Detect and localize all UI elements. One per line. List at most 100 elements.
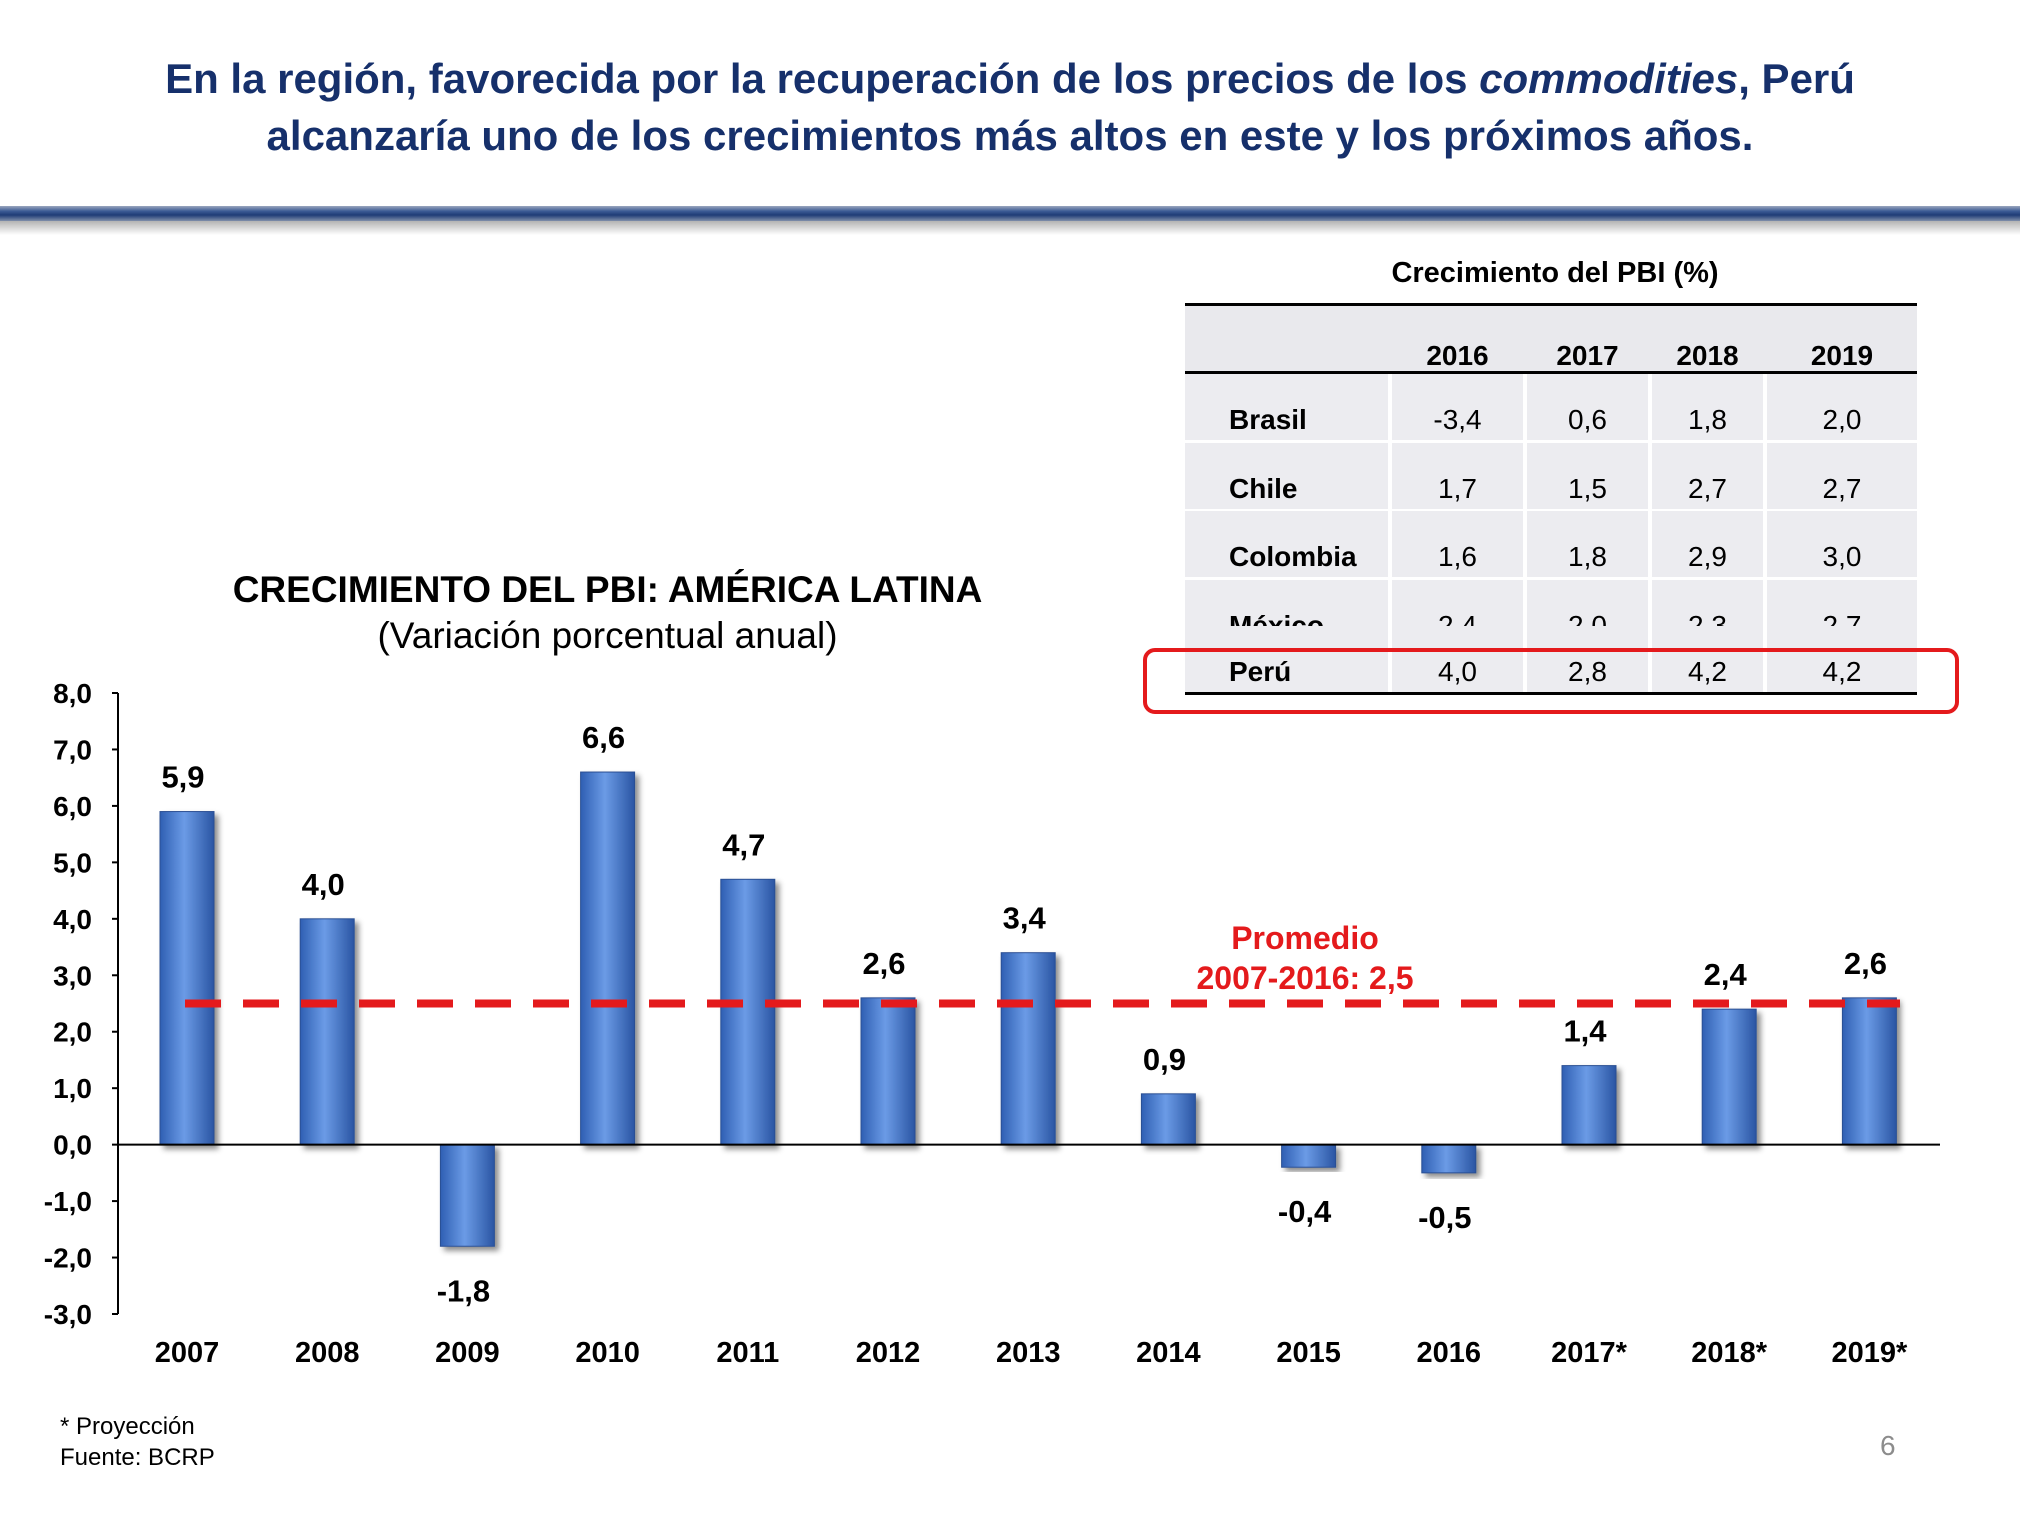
table-value-cell: -3,4 xyxy=(1392,374,1523,440)
bar-value-label: 2,4 xyxy=(1704,957,1748,992)
bar-2015 xyxy=(1281,1144,1337,1168)
x-tick-label: 2007 xyxy=(155,1337,220,1369)
table-country-cell: Perú xyxy=(1185,626,1388,692)
bar-2017* xyxy=(1561,1065,1617,1146)
table-row-2: Colombia 1,6 1,8 2,9 3,0 xyxy=(1185,511,1917,577)
table-title: Crecimiento del PBI (%) xyxy=(1391,257,1719,289)
growth-value: 2,8 xyxy=(1568,656,1607,687)
bar-2019* xyxy=(1841,997,1897,1146)
footnote-source: Fuente: BCRP xyxy=(60,1444,215,1471)
x-tick-label: 2011 xyxy=(716,1337,779,1369)
table-bottom-rule xyxy=(1185,692,1917,695)
footnote-projection: * Proyección xyxy=(60,1413,195,1440)
bar-2009 xyxy=(439,1144,495,1247)
bar-2013 xyxy=(1000,952,1056,1146)
growth-value: 4,2 xyxy=(1688,656,1727,687)
bar-2012 xyxy=(860,997,916,1146)
x-tick-label: 2016 xyxy=(1417,1337,1482,1369)
table-row-4: Perú 4,0 2,8 4,2 4,2 xyxy=(1185,626,1917,692)
growth-value: 2,9 xyxy=(1688,541,1727,572)
bar-value-label: -0,5 xyxy=(1418,1200,1471,1235)
chart-title-block: CRECIMIENTO DEL PBI: AMÉRICA LATINA (Var… xyxy=(120,567,1095,659)
y-tick-label: 7,0 xyxy=(53,734,92,765)
table-header-background xyxy=(1185,306,1917,371)
table-country-cell: Colombia xyxy=(1185,511,1388,577)
bar-2018* xyxy=(1701,1008,1757,1146)
bar-value-label: 2,6 xyxy=(862,946,905,981)
table-col-header-2016: 2016 xyxy=(1426,340,1489,371)
x-tick-label: 2018* xyxy=(1691,1337,1768,1369)
growth-value: 1,8 xyxy=(1688,404,1727,435)
table-col-header-2017: 2017 xyxy=(1556,340,1619,371)
peru-row-highlight xyxy=(1143,648,1959,714)
y-tick-label: 2,0 xyxy=(53,1017,92,1048)
table-row-1: Chile 1,7 1,5 2,7 2,7 xyxy=(1185,443,1917,509)
table-value-cell: 1,8 xyxy=(1652,374,1763,440)
growth-value: 0,6 xyxy=(1568,404,1607,435)
header-divider xyxy=(0,206,2020,221)
bar-value-label: -0,4 xyxy=(1278,1194,1332,1229)
bar-value-label: 3,4 xyxy=(1003,901,1047,936)
y-tick-label: 4,0 xyxy=(53,904,92,935)
table-value-cell: 0,6 xyxy=(1527,374,1648,440)
growth-value: 2,7 xyxy=(1822,473,1862,504)
table-top-rule xyxy=(1185,303,1917,306)
table-value-cell: 4,2 xyxy=(1652,626,1763,692)
country-name: Brasil xyxy=(1229,404,1307,435)
table-header-rule xyxy=(1185,371,1917,374)
bar-2016 xyxy=(1421,1144,1477,1174)
x-tick-label: 2008 xyxy=(295,1337,360,1369)
page-number: 6 xyxy=(1880,1430,1896,1461)
country-name: Chile xyxy=(1229,473,1298,504)
x-tick-label: 2013 xyxy=(996,1337,1061,1369)
headline-text-end: , Perú xyxy=(1738,55,1855,102)
x-tick-label: 2012 xyxy=(856,1337,921,1369)
x-tick-label: 2009 xyxy=(435,1337,500,1369)
bar-value-label: 4,7 xyxy=(722,827,765,862)
x-tick-label: 2015 xyxy=(1276,1337,1341,1369)
table-value-cell: 2,0 xyxy=(1767,374,1917,440)
y-tick-label: -3,0 xyxy=(44,1299,92,1330)
table-country-cell: Chile xyxy=(1185,443,1388,509)
bar-2011 xyxy=(720,878,776,1146)
x-tick-label: 2010 xyxy=(575,1337,640,1369)
table-value-cell: 2,8 xyxy=(1527,626,1648,692)
bar-2010 xyxy=(580,771,636,1146)
growth-value: 2,7 xyxy=(1688,473,1727,504)
growth-value: 1,5 xyxy=(1568,473,1607,504)
headline-line-1: En la región, favorecida por la recupera… xyxy=(40,50,1980,107)
bar-value-label: 6,6 xyxy=(582,720,625,755)
table-row-0: Brasil -3,4 0,6 1,8 2,0 xyxy=(1185,374,1917,440)
table-value-cell: 2,9 xyxy=(1652,511,1763,577)
table-value-cell: 2,7 xyxy=(1652,443,1763,509)
table-col-header-2018: 2018 xyxy=(1676,340,1739,371)
table-value-cell: 1,5 xyxy=(1527,443,1648,509)
table-value-cell: 1,7 xyxy=(1392,443,1523,509)
chart-subtitle: (Variación porcentual anual) xyxy=(377,615,838,656)
y-tick-label: -1,0 xyxy=(44,1186,92,1217)
table-value-cell: 4,2 xyxy=(1767,626,1917,692)
x-tick-label: 2019* xyxy=(1831,1337,1908,1369)
chart-title: CRECIMIENTO DEL PBI: AMÉRICA LATINA xyxy=(232,569,983,610)
country-name: Perú xyxy=(1229,656,1292,687)
average-label-value: 2007-2016: 2,5 xyxy=(1196,960,1413,996)
y-tick-label: 5,0 xyxy=(53,847,92,878)
bar-value-label: 5,9 xyxy=(161,760,204,795)
table-country-cell: Brasil xyxy=(1185,374,1388,440)
headline-italic-word: commodities xyxy=(1479,55,1739,102)
bar-value-label: 1,4 xyxy=(1563,1014,1607,1049)
footnote: * Proyección Fuente: BCRP xyxy=(60,1411,215,1473)
y-tick-label: 8,0 xyxy=(53,678,92,709)
slide-headline: En la región, favorecida por la recupera… xyxy=(40,50,1980,164)
x-tick-label: 2014 xyxy=(1136,1337,1201,1369)
y-tick-label: 0,0 xyxy=(53,1130,92,1161)
y-tick-label: -2,0 xyxy=(44,1243,92,1274)
table-value-cell: 1,6 xyxy=(1392,511,1523,577)
bar-value-label: 0,9 xyxy=(1143,1042,1186,1077)
headline-line-2: alcanzaría uno de los crecimientos más a… xyxy=(266,112,1754,159)
bar-2008 xyxy=(299,918,355,1146)
growth-value: 2,0 xyxy=(1822,404,1862,435)
bar-value-label: 4,0 xyxy=(302,867,345,902)
growth-value: 3,0 xyxy=(1822,541,1862,572)
